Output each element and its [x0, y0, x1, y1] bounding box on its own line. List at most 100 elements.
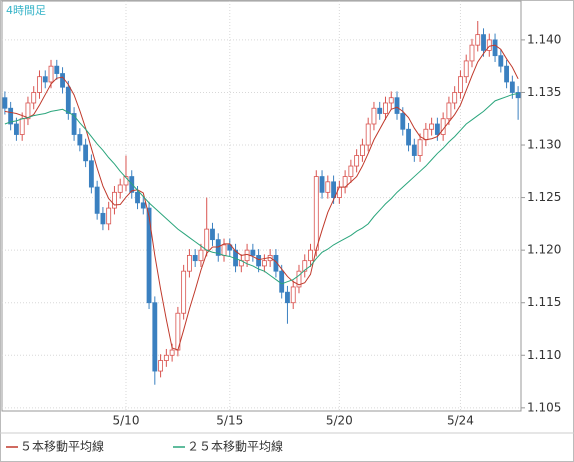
candle-body — [152, 302, 158, 372]
candle-body — [2, 97, 8, 109]
candle-body — [423, 128, 429, 141]
y-tick-label: 1.135 — [527, 85, 561, 99]
plot-area — [1, 0, 522, 412]
candle-body — [198, 249, 204, 262]
candle-body — [308, 249, 313, 262]
candle-body — [31, 92, 37, 104]
candle-body — [135, 191, 140, 204]
candle-body — [331, 181, 337, 198]
candle-body — [77, 134, 83, 146]
x-tick-label: 5/10 — [113, 414, 140, 428]
candle-body — [440, 118, 446, 135]
candle-body — [481, 34, 486, 51]
candle-body — [48, 65, 54, 83]
candle-body — [429, 123, 435, 130]
candle-body — [210, 228, 215, 241]
candle-body — [215, 239, 221, 256]
y-tick-label: 1.110 — [527, 348, 561, 362]
candle-body — [296, 270, 302, 288]
candle-body — [100, 212, 106, 225]
candle-body — [417, 139, 423, 156]
candle-body — [446, 102, 452, 120]
y-tick-label: 1.125 — [527, 190, 561, 204]
candle-body — [65, 86, 71, 114]
moving-average-line — [4, 93, 519, 285]
candle-body — [112, 191, 117, 209]
candle-body — [273, 255, 279, 272]
candle-body — [42, 76, 48, 83]
candle-body — [313, 176, 319, 251]
y-tick-label: 1.140 — [527, 32, 561, 46]
candle-body — [504, 65, 510, 83]
candle-body — [88, 160, 94, 188]
legend-label: ２５本移動平均線 — [187, 439, 283, 454]
candle-body — [452, 92, 458, 104]
candle-body — [325, 181, 331, 193]
candle-body — [458, 76, 463, 93]
candle-body — [163, 354, 169, 361]
chart-title: 4時間足 — [6, 4, 46, 17]
legend-label: ５本移動平均線 — [20, 439, 104, 454]
candle-body — [498, 55, 504, 67]
candle-body — [365, 123, 371, 146]
x-tick-label: 5/24 — [447, 414, 474, 428]
candle-body — [192, 255, 198, 262]
candle-body — [469, 44, 475, 62]
candle-body — [25, 102, 31, 120]
candle-body — [285, 291, 290, 304]
candle-body — [250, 249, 256, 256]
y-tick-label: 1.120 — [527, 243, 561, 257]
candle-body — [302, 260, 308, 272]
candle-body — [359, 144, 365, 156]
candle-body — [371, 107, 377, 125]
candle-body — [123, 176, 129, 186]
candle-body — [117, 184, 123, 193]
x-tick-label: 5/15 — [216, 414, 243, 428]
candle-body — [256, 255, 262, 267]
candle-body — [394, 97, 400, 114]
candle-body — [181, 270, 187, 314]
candle-body — [227, 244, 233, 251]
candle-body — [221, 244, 227, 256]
candle-body — [434, 123, 440, 135]
candle-body — [37, 76, 42, 93]
candle-body — [71, 113, 77, 135]
candle-body — [158, 360, 164, 372]
candle-body — [354, 155, 360, 167]
y-tick-label: 1.105 — [527, 400, 561, 414]
candle-body — [383, 102, 388, 114]
candle-body — [140, 202, 146, 209]
candle-body — [54, 65, 60, 74]
moving-average-line — [4, 44, 519, 351]
x-tick-label: 5/20 — [326, 414, 353, 428]
plot — [2, 1, 521, 411]
candle-body — [515, 92, 521, 99]
y-tick-label: 1.115 — [527, 295, 561, 309]
candle-body — [486, 39, 492, 51]
candle-body — [279, 270, 285, 293]
candle-body — [19, 118, 25, 135]
candle-body — [406, 128, 411, 146]
candle-body — [290, 286, 296, 304]
candle-body — [13, 123, 19, 135]
candle-body — [411, 144, 417, 156]
candle-body — [244, 249, 250, 262]
candle-body — [509, 81, 515, 93]
candle-body — [106, 207, 112, 225]
candle-body — [261, 260, 267, 267]
candle-body — [60, 73, 65, 88]
candle-body — [400, 113, 406, 130]
candle-body — [475, 34, 481, 46]
candle-body — [83, 144, 89, 162]
candle-body — [94, 186, 100, 214]
candle-body — [377, 107, 383, 114]
candle-body — [463, 60, 469, 78]
candle-body — [388, 97, 394, 104]
candle-body — [348, 165, 354, 177]
candle-body — [186, 255, 192, 272]
candle-body — [492, 39, 498, 57]
candle-body — [8, 107, 14, 125]
candle-body — [319, 176, 325, 193]
